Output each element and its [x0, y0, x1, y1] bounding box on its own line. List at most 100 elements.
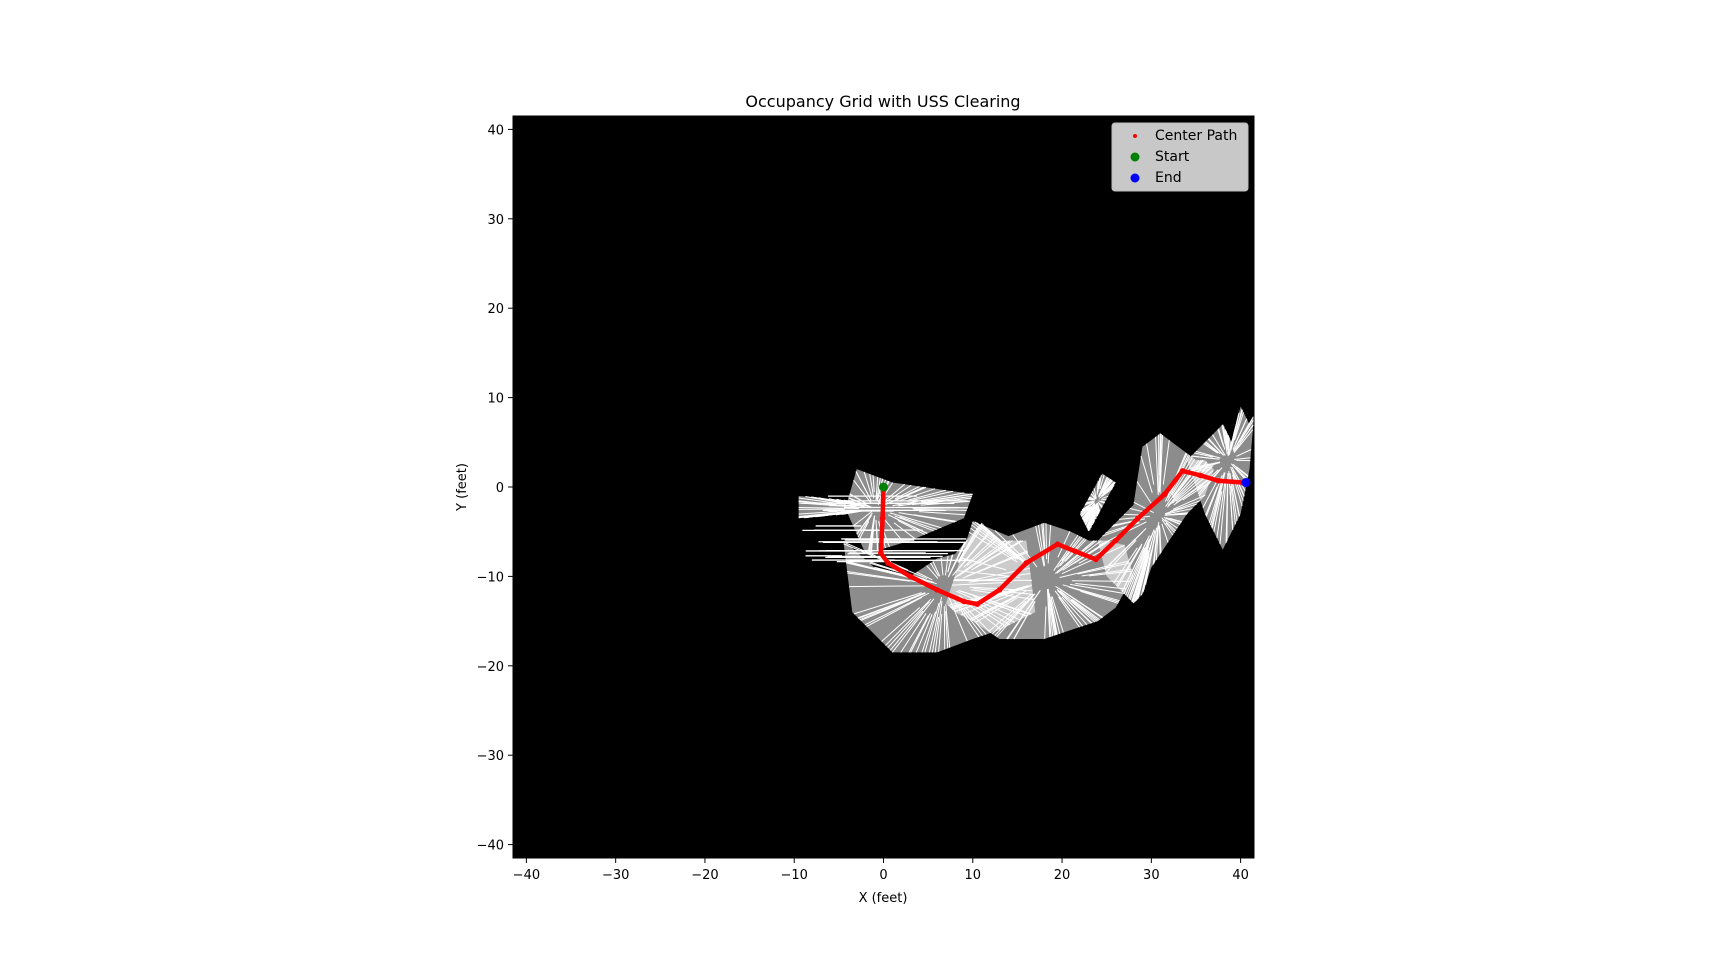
free-space-ray — [974, 597, 1018, 624]
free-space-ray — [1098, 502, 1103, 508]
free-space-ray — [1158, 525, 1161, 555]
legend-box — [1111, 122, 1249, 192]
free-space-ray — [867, 518, 875, 554]
free-space-ray — [1097, 477, 1101, 493]
free-space-ray — [847, 572, 910, 582]
free-space-ray — [1047, 589, 1054, 637]
free-space-ray — [1007, 590, 1041, 640]
free-space-ray — [1013, 601, 1036, 640]
free-space-region — [1187, 406, 1254, 550]
free-space-ray — [1101, 495, 1109, 499]
center-path-point — [878, 550, 884, 556]
free-space-ray — [1203, 443, 1219, 454]
free-space-ray — [972, 521, 1024, 563]
free-space-ray — [1080, 503, 1093, 513]
y-tick-label: −40 — [477, 839, 504, 854]
free-space-ray — [1097, 476, 1108, 497]
free-space-ray — [1093, 488, 1097, 499]
free-space-ray — [887, 601, 930, 649]
free-space-ray — [1062, 584, 1120, 602]
free-space-ray — [1057, 531, 1071, 558]
free-space-ray — [1068, 586, 1119, 603]
free-space-ray — [1230, 486, 1236, 525]
free-space-layer — [798, 406, 1254, 653]
free-space-ray — [1087, 498, 1093, 501]
free-space-ray — [1075, 583, 1127, 590]
free-space-ray — [872, 475, 875, 493]
center-path-point — [996, 587, 1003, 593]
free-space-ray — [1058, 596, 1080, 628]
free-space-ray — [1162, 440, 1170, 485]
free-space-ray — [1012, 534, 1038, 568]
free-space-ray — [970, 527, 1017, 560]
free-space-ray — [1121, 535, 1150, 593]
free-space-ray — [1136, 481, 1153, 505]
free-space-ray — [931, 617, 940, 653]
free-space-ray — [1123, 547, 1146, 595]
free-space-ray — [885, 484, 912, 503]
free-space-ray — [1159, 434, 1162, 493]
free-space-ray — [1155, 436, 1159, 496]
free-space-ray — [956, 570, 1021, 579]
free-space-ray — [1222, 424, 1228, 455]
free-space-ray — [1104, 531, 1143, 570]
free-space-ray — [1205, 486, 1218, 516]
free-space-ray — [855, 471, 870, 497]
free-space-ray — [899, 516, 937, 531]
free-space-ray — [1166, 457, 1193, 502]
free-space-ray — [889, 512, 942, 529]
y-tick-label: 20 — [487, 302, 504, 317]
free-space-ray — [1155, 522, 1160, 561]
free-space-ray — [859, 592, 926, 621]
free-space-ray — [881, 607, 921, 642]
free-space-ray — [996, 593, 1036, 638]
free-space-ray — [971, 596, 1017, 622]
free-space-ray — [1103, 479, 1112, 491]
free-space-ray — [1161, 517, 1177, 532]
free-space-ray — [1205, 441, 1221, 455]
free-space-ray — [869, 515, 876, 553]
free-space-ray — [945, 611, 949, 649]
free-space-ray — [944, 555, 949, 576]
free-space-ray — [900, 613, 927, 653]
center-path-point — [1054, 541, 1061, 548]
free-space-ray — [849, 585, 928, 588]
free-space-ray — [1083, 507, 1093, 522]
free-space-ray — [1233, 409, 1243, 441]
center-path-layer — [878, 468, 1251, 607]
free-space-ray — [1165, 508, 1193, 515]
x-tick-label: 20 — [1054, 868, 1071, 883]
free-space-ray — [1228, 441, 1232, 456]
free-space-ray — [926, 565, 939, 579]
free-space-ray — [1238, 419, 1254, 443]
free-space-ray — [976, 522, 1019, 558]
free-space-ray — [1164, 513, 1187, 516]
center-path-point — [879, 515, 886, 522]
free-space-ray — [945, 604, 951, 648]
free-space-ray — [882, 483, 906, 503]
free-space-ray — [1194, 452, 1214, 458]
center-path-point — [907, 573, 914, 580]
free-space-ray — [1235, 466, 1249, 477]
free-space-ray — [1084, 501, 1092, 505]
free-space-ray — [1057, 590, 1092, 624]
y-axis: −40 −30 −20 −10 0 10 20 30 40 — [477, 123, 513, 854]
free-space-ray — [1164, 519, 1178, 529]
free-space-ray — [857, 514, 873, 538]
free-space-ray — [1236, 449, 1252, 457]
free-space-ray — [885, 598, 932, 646]
free-space-ray — [1070, 583, 1124, 594]
free-space-ray — [1081, 502, 1095, 519]
free-space-ray — [1142, 527, 1158, 593]
free-space-ray — [1196, 469, 1219, 491]
free-space-ray — [1059, 590, 1099, 622]
free-space-ray — [1101, 498, 1107, 501]
free-space-ray — [1096, 480, 1099, 495]
free-space-ray — [798, 510, 838, 515]
y-tick-label: 30 — [487, 213, 504, 228]
free-space-ray — [891, 598, 935, 653]
free-space-ray — [1211, 480, 1224, 529]
chart-title: Occupancy Grid with USS Clearing — [745, 92, 1020, 111]
free-space-ray — [853, 479, 872, 504]
free-space-ray — [891, 486, 926, 503]
